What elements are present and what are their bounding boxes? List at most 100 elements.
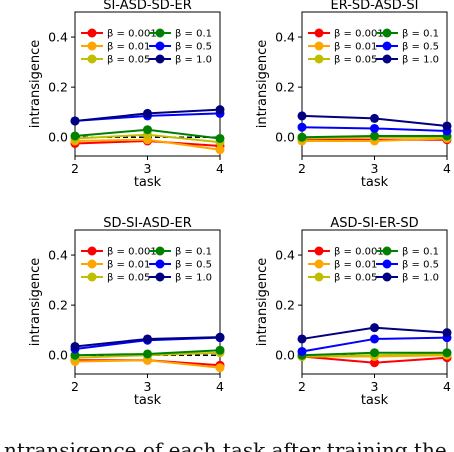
legend-marker	[382, 272, 392, 282]
x-tick-label: 2	[71, 379, 79, 394]
legend-marker	[314, 246, 324, 256]
data-point	[297, 346, 307, 356]
legend-marker	[87, 259, 97, 269]
legend-label: β = 0.01	[334, 260, 377, 271]
legend-label: β = 0.001	[334, 29, 384, 40]
x-tick-label: 2	[298, 379, 306, 394]
legend-label: β = 0.05	[334, 273, 377, 284]
legend-marker	[382, 28, 392, 38]
y-tick-label: 0.2	[48, 80, 68, 95]
legend-marker	[87, 246, 97, 256]
y-axis-label: intransigence	[28, 258, 43, 347]
x-tick-label: 3	[144, 379, 152, 394]
x-tick-label: 4	[443, 379, 451, 394]
legend-label: β = 1.0	[175, 273, 212, 284]
legend-marker	[155, 41, 165, 51]
x-axis-label: task	[134, 393, 162, 408]
legend-label: β = 0.5	[175, 42, 212, 53]
data-point	[70, 350, 80, 360]
legend-label: β = 0.001	[334, 247, 384, 258]
data-point	[70, 341, 80, 351]
x-tick-label: 2	[71, 161, 79, 176]
legend-marker	[314, 41, 324, 51]
data-point	[442, 328, 452, 338]
legend-label: β = 0.1	[175, 29, 212, 40]
y-tick-label: 0.4	[48, 30, 68, 45]
data-point	[215, 363, 225, 373]
data-point	[143, 125, 152, 135]
data-point	[215, 332, 225, 342]
legend-label: β = 0.05	[107, 55, 150, 66]
x-axis-label: task	[134, 175, 162, 190]
legend-label: β = 0.001	[107, 29, 157, 40]
panel-2: ER-SD-ASD-SI 0.0 0.2 0.4 2 3 4 task intransigenc…	[255, 0, 452, 190]
y-tick-label: 0.2	[48, 298, 68, 313]
legend-marker	[155, 272, 165, 282]
y-tick-label: 0.4	[275, 30, 295, 45]
panel-3: SD-SI-ASD-ER 0.0 0.2 0.4 2 3 4 task intransigenc…	[28, 216, 225, 408]
x-tick-label: 4	[443, 161, 451, 176]
y-tick-label: 0.4	[48, 248, 68, 263]
panel-1: SI-ASD-SD-ER 0.0 0.2 0.4 2 3 4 task intransigenc…	[28, 0, 225, 190]
legend-marker	[87, 41, 97, 51]
data-point	[297, 334, 307, 344]
panel-title: ER-SD-ASD-SI	[330, 0, 418, 13]
data-point	[70, 131, 80, 141]
x-tick-label: 2	[298, 161, 306, 176]
legend-label: β = 0.01	[107, 42, 150, 53]
data-point	[143, 349, 152, 359]
y-tick-label: 0.0	[48, 130, 68, 145]
legend-marker	[382, 54, 392, 64]
y-axis-label: intransigence	[255, 258, 270, 347]
legend-marker	[314, 54, 324, 64]
legend-marker	[87, 28, 97, 38]
y-axis-label: intransigence	[28, 40, 43, 129]
y-tick-label: 0.2	[275, 80, 295, 95]
data-point	[215, 145, 225, 155]
x-tick-label: 4	[216, 379, 224, 394]
legend-marker	[87, 54, 97, 64]
data-point	[215, 105, 225, 115]
legend-marker	[87, 272, 97, 282]
data-point	[297, 132, 307, 142]
y-tick-label: 0.0	[275, 130, 295, 145]
y-axis-label: intransigence	[255, 40, 270, 129]
legend-marker	[314, 272, 324, 282]
data-point	[370, 113, 379, 123]
panel-title: SI-ASD-SD-ER	[103, 0, 192, 13]
y-tick-label: 0.0	[275, 348, 295, 363]
legend-label: β = 1.0	[402, 55, 439, 66]
legend-marker	[382, 259, 392, 269]
panel-title: ASD-SI-ER-SD	[330, 216, 418, 231]
legend-label: β = 0.05	[107, 273, 150, 284]
legend-marker	[155, 28, 165, 38]
data-point	[370, 334, 379, 344]
x-tick-label: 3	[371, 161, 379, 176]
legend-marker	[155, 246, 165, 256]
legend-label: β = 1.0	[402, 273, 439, 284]
legend-label: β = 0.01	[107, 260, 150, 271]
x-tick-label: 3	[144, 161, 152, 176]
data-point	[143, 108, 152, 118]
legend-label: β = 0.01	[334, 42, 377, 53]
y-tick-label: 0.0	[48, 348, 68, 363]
data-point	[297, 122, 307, 132]
legend-marker	[382, 246, 392, 256]
x-tick-label: 3	[371, 379, 379, 394]
data-point	[215, 133, 225, 143]
legend-marker	[155, 54, 165, 64]
data-point	[370, 323, 379, 333]
data-point	[442, 348, 452, 358]
legend-label: β = 0.1	[175, 247, 212, 258]
legend-label: β = 0.001	[107, 247, 157, 258]
legend-marker	[314, 259, 324, 269]
x-axis-label: task	[361, 175, 389, 190]
legend-label: β = 0.05	[334, 55, 377, 66]
legend-label: β = 0.5	[402, 42, 439, 53]
x-axis-label: task	[361, 393, 389, 408]
legend-label: β = 0.5	[175, 260, 212, 271]
x-tick-label: 4	[216, 161, 224, 176]
data-point	[370, 348, 379, 358]
legend-marker	[382, 41, 392, 51]
legend-label: β = 0.5	[402, 260, 439, 271]
